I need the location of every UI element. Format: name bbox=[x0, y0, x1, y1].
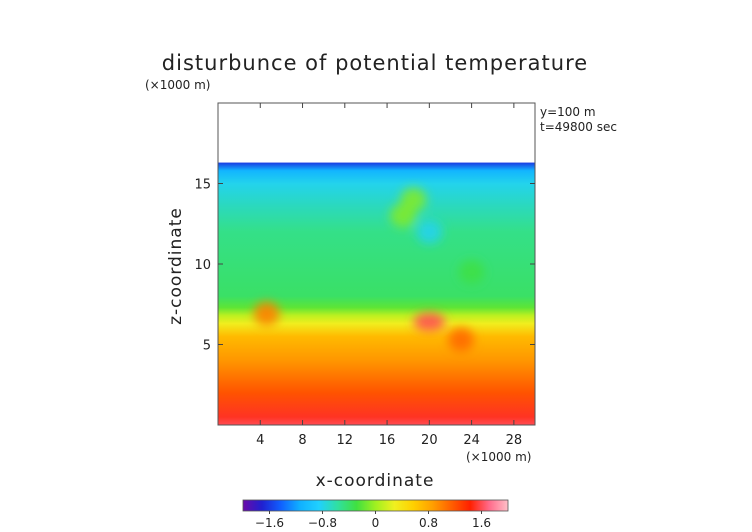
x-tick-label: 4 bbox=[256, 433, 264, 448]
field-feature bbox=[458, 260, 485, 285]
colorbar-ticks: −1.6 −0.8 0 0.8 1.6 bbox=[255, 511, 491, 530]
field-features bbox=[253, 187, 485, 352]
chart-title: disturbunce of potential temperature bbox=[162, 51, 588, 75]
y-tick-label: 5 bbox=[203, 339, 211, 354]
annotation-text: y=100 m bbox=[540, 105, 596, 119]
colorbar-ramp bbox=[242, 499, 509, 512]
colorbar-tick-label: 0 bbox=[372, 516, 380, 530]
colorbar-tick-label: 1.6 bbox=[472, 516, 491, 530]
field-feature bbox=[416, 219, 443, 244]
annotation-text: t=49800 sec bbox=[540, 120, 617, 134]
colorbar-tick-label: −1.6 bbox=[255, 516, 284, 530]
colorbar-tick-label: 0.8 bbox=[419, 516, 438, 530]
x-tick-label: 28 bbox=[506, 433, 523, 448]
field-feature bbox=[448, 327, 475, 352]
y-axis-unit: (×1000 m) bbox=[145, 78, 210, 92]
y-axis-label: z-coordinate bbox=[166, 207, 186, 325]
field-feature bbox=[253, 301, 280, 326]
colorbar-tick-label: −0.8 bbox=[308, 516, 337, 530]
x-axis-ticks: 4 8 12 16 20 24 28 bbox=[256, 103, 522, 448]
x-tick-label: 24 bbox=[463, 433, 480, 448]
x-axis-label: x-coordinate bbox=[316, 471, 435, 491]
field-feature bbox=[389, 203, 416, 228]
colorbar: −1.6 −0.8 0 0.8 1.6 bbox=[242, 499, 509, 530]
annotations: y=100 mt=49800 sec bbox=[540, 105, 617, 134]
y-axis-ticks: 5 10 15 bbox=[194, 178, 535, 354]
x-tick-label: 8 bbox=[298, 433, 306, 448]
field-feature bbox=[413, 312, 446, 331]
x-axis-unit: (×1000 m) bbox=[466, 450, 531, 464]
x-tick-label: 20 bbox=[421, 433, 438, 448]
x-tick-label: 12 bbox=[337, 433, 354, 448]
plot-area bbox=[218, 103, 535, 425]
y-tick-label: 10 bbox=[194, 258, 211, 273]
x-tick-label: 16 bbox=[379, 433, 396, 448]
temperature-field bbox=[218, 162, 535, 425]
y-tick-label: 15 bbox=[194, 178, 211, 193]
